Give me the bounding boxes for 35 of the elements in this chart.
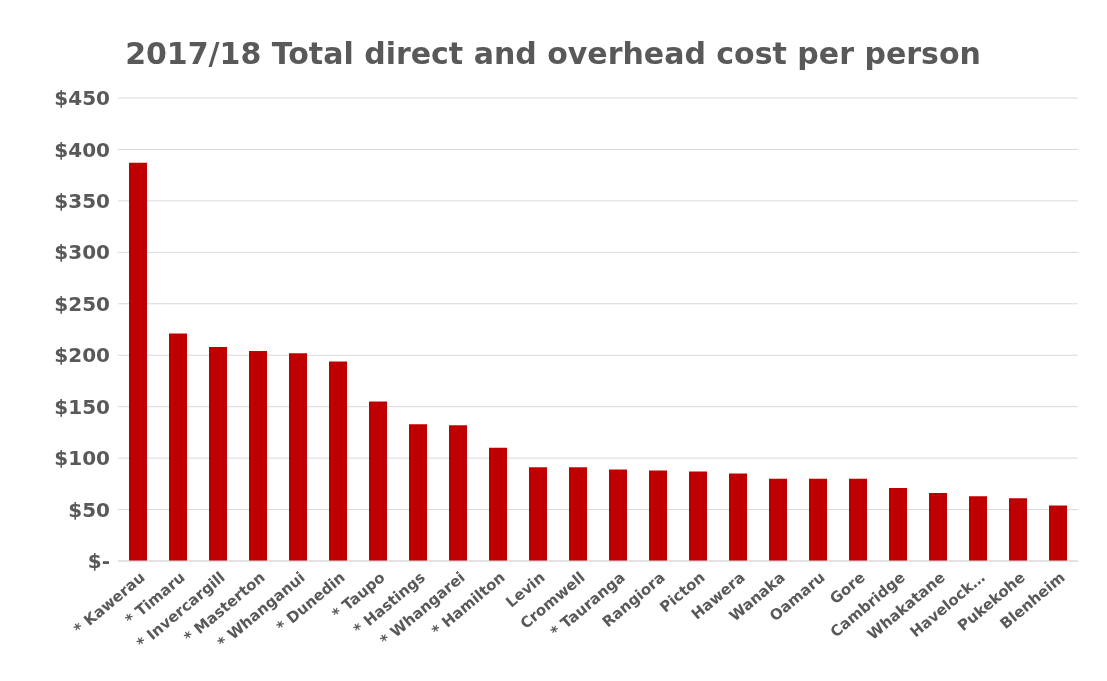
bar [649, 470, 667, 561]
bar [289, 353, 307, 561]
bar [249, 351, 267, 561]
bar [929, 493, 947, 561]
bar [569, 467, 587, 561]
y-tick-label: $250 [54, 291, 110, 316]
bar [889, 487, 907, 561]
bar [449, 425, 467, 561]
y-tick-label: $350 [54, 188, 110, 213]
bar [489, 447, 507, 561]
chart-title: 2017/18 Total direct and overhead cost per person [124, 35, 982, 73]
bar [529, 467, 547, 561]
bar [329, 361, 347, 561]
y-tick-label: $150 [54, 394, 110, 419]
y-tick-label: $50 [68, 497, 110, 522]
y-tick-label: $200 [54, 343, 110, 368]
bar [769, 478, 787, 561]
bar [1009, 498, 1027, 561]
bar [129, 162, 147, 561]
bar [169, 333, 187, 561]
bar [1049, 505, 1067, 561]
bar [369, 401, 387, 561]
y-tick-label: $- [87, 549, 110, 574]
y-tick-label: $400 [54, 137, 110, 162]
bar [849, 478, 867, 561]
bar [689, 471, 707, 561]
bar [809, 478, 827, 561]
bar [729, 473, 747, 561]
bar [609, 469, 627, 561]
y-tick-label: $450 [54, 86, 110, 111]
bar [409, 424, 427, 561]
y-tick-label: $300 [54, 240, 110, 265]
bar [969, 496, 987, 561]
bar [209, 346, 227, 561]
y-tick-label: $100 [54, 446, 110, 471]
